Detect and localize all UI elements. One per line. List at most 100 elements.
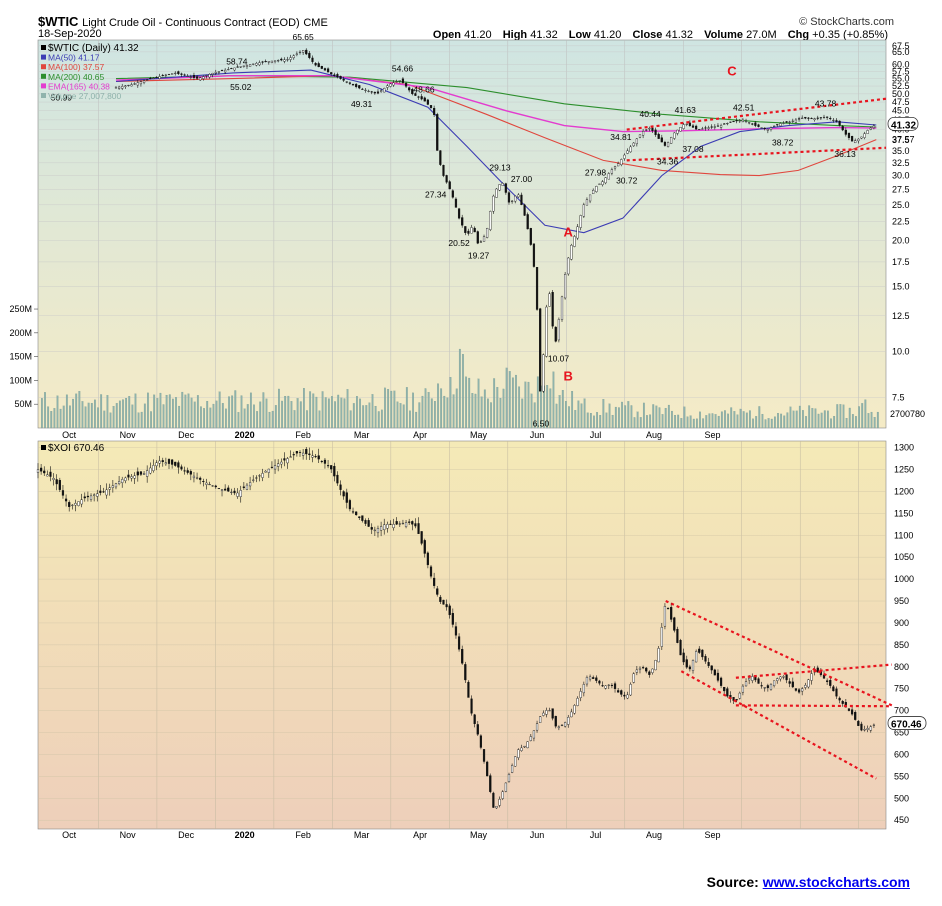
- candle-body: [807, 679, 810, 688]
- volume-bar: [749, 410, 751, 429]
- candle-body: [557, 726, 560, 729]
- volume-bar: [789, 406, 792, 429]
- candle-body: [186, 75, 189, 77]
- candle-body: [161, 74, 164, 76]
- wtic-y-tick-label: 45.0: [892, 106, 910, 116]
- candle-body: [43, 470, 46, 474]
- volume-bar: [511, 377, 514, 429]
- volume-bar: [462, 354, 464, 429]
- chart-header: $WTIC Light Crude Oil - Continuous Contr…: [0, 0, 942, 41]
- volume-bar: [384, 387, 386, 429]
- volume-bar: [312, 393, 315, 429]
- candle-body: [305, 448, 308, 455]
- xoi-x-tick-label: Oct: [62, 830, 77, 840]
- volume-bar: [627, 401, 630, 429]
- candle-body: [479, 241, 483, 243]
- candle-body: [401, 522, 405, 525]
- candle-body: [211, 485, 214, 487]
- volume-bar: [187, 393, 190, 429]
- volume-bar: [409, 410, 411, 429]
- wtic-volume-tick-label: 150M: [9, 352, 32, 362]
- candle-body: [68, 502, 71, 507]
- xoi-last-badge: [887, 716, 927, 730]
- candle-body: [573, 705, 576, 714]
- candle-body: [436, 588, 439, 595]
- volume-bar: [792, 410, 795, 429]
- wtic-x-tick-label: Jul: [590, 430, 602, 440]
- xoi-y-tick-label: 1200: [894, 486, 914, 496]
- volume-bar: [349, 410, 352, 429]
- candle-body: [741, 685, 745, 693]
- candle-body: [314, 63, 317, 66]
- volume-bar: [240, 395, 243, 429]
- volume-bar: [624, 405, 627, 429]
- candle-body: [164, 74, 167, 76]
- candle-body: [52, 478, 55, 480]
- volume-bar: [493, 378, 496, 429]
- volume-bar: [299, 401, 302, 429]
- candle-body: [379, 526, 383, 531]
- candle-body: [470, 698, 473, 714]
- candle-body: [277, 60, 280, 62]
- candle-body: [476, 231, 479, 244]
- source-link[interactable]: www.stockcharts.com: [762, 874, 910, 890]
- legend-label: $WTIC (Daily) 41.32: [48, 43, 139, 54]
- candle-body: [283, 458, 286, 461]
- volume-bar: [356, 396, 358, 429]
- xoi-x-tick-label: Jul: [590, 830, 602, 840]
- volume-bar: [112, 406, 115, 429]
- candle-body: [476, 724, 479, 735]
- wtic-x-tick-label: Sep: [704, 430, 720, 440]
- candle-body: [529, 736, 532, 741]
- price-annotation: 40.44: [639, 109, 661, 119]
- volume-bar: [47, 406, 50, 429]
- candle-body: [152, 77, 155, 79]
- volume-bar: [836, 404, 839, 429]
- legend-entry: EMA(165) 40.38: [41, 81, 110, 91]
- volume-bar: [830, 418, 832, 429]
- volume-bar: [303, 388, 305, 429]
- volume-bar: [97, 407, 99, 429]
- candle-body: [635, 669, 638, 673]
- volume-bar: [253, 404, 255, 429]
- candle-body: [454, 198, 458, 208]
- candle-body: [373, 529, 376, 532]
- volume-bar: [502, 388, 505, 429]
- wtic-volume-last-label: 2700780: [890, 409, 925, 419]
- candle-body: [149, 77, 152, 80]
- volume-bar: [823, 410, 826, 429]
- candle-body: [295, 53, 298, 55]
- volume-bar: [593, 415, 595, 429]
- volume-bar: [864, 399, 867, 429]
- candle-body: [776, 678, 779, 681]
- candle-body: [757, 678, 760, 684]
- candle-body: [401, 78, 405, 83]
- volume-bar: [614, 406, 617, 429]
- candle-body: [379, 90, 383, 92]
- volume-bar: [231, 395, 234, 429]
- volume-bar: [671, 410, 673, 429]
- candle-body: [604, 177, 607, 184]
- volume-bar: [274, 405, 277, 429]
- xoi-y-tick-label: 450: [894, 815, 909, 825]
- volume-bar: [730, 407, 733, 429]
- legend-label: MA(50) 41.17: [48, 53, 100, 63]
- xoi-x-tick-label: 2020: [235, 830, 255, 840]
- candle-body: [744, 681, 748, 687]
- candle-body: [595, 677, 598, 681]
- volume-bar: [739, 408, 742, 429]
- candle-body: [345, 81, 348, 83]
- candle-body: [189, 76, 192, 78]
- candle-body: [679, 127, 682, 132]
- volume-bar: [190, 397, 193, 429]
- candle-body: [623, 154, 626, 159]
- volume-bar: [196, 395, 199, 429]
- candle-body: [854, 140, 857, 144]
- volume-bar: [343, 398, 346, 429]
- candle-body: [857, 138, 860, 142]
- candle-body: [801, 688, 804, 692]
- candle-body: [542, 354, 545, 392]
- candle-body: [713, 126, 716, 128]
- candle-body: [673, 132, 676, 139]
- candle-body: [392, 524, 395, 529]
